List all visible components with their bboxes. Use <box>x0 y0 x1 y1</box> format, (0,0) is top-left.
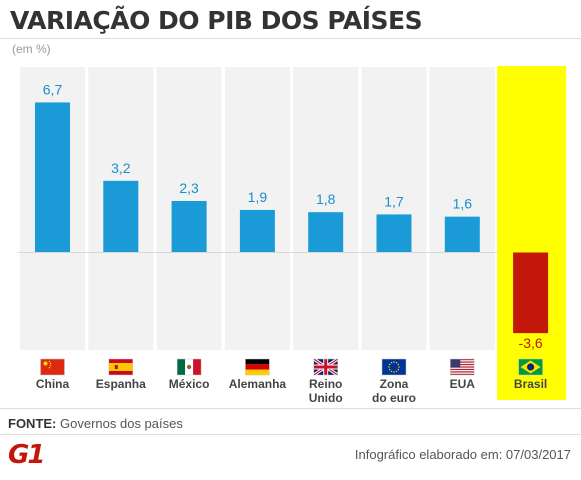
footer-divider <box>0 434 581 435</box>
bar-reino-unido <box>308 212 344 253</box>
value-label-mexico: 2,3 <box>179 180 199 196</box>
category-label-brasil: Brasil <box>514 377 547 391</box>
bar-mexico <box>171 200 207 253</box>
category-label-reino-unido: Reino Unido <box>309 377 343 405</box>
spain-flag-icon <box>108 358 134 376</box>
value-label-alemanha: 1,9 <box>248 189 268 205</box>
bar-alemanha <box>239 209 275 253</box>
chart-title: VARIAÇÃO DO PIB DOS PAÍSES <box>10 6 423 35</box>
column-background-alemanha <box>224 67 290 350</box>
source-divider <box>0 408 581 409</box>
source-text: Governos dos países <box>60 416 183 431</box>
title-divider <box>0 38 581 39</box>
highlight-column-brasil <box>497 66 567 400</box>
mexico-flag-icon <box>176 358 202 376</box>
category-label-mexico: México <box>169 377 210 391</box>
category-label-espanha: Espanha <box>96 377 146 391</box>
brazil-flag-icon <box>518 358 543 376</box>
category-label-eua: EUA <box>450 377 476 391</box>
uk-flag-icon <box>312 357 339 377</box>
germany-flag-icon <box>245 358 270 376</box>
bar-brasil <box>513 252 549 334</box>
column-background-zona-do-euro <box>361 67 427 350</box>
value-label-zona-do-euro: 1,7 <box>384 193 404 209</box>
usa-flag-icon <box>450 358 475 376</box>
source-label: FONTE: <box>8 416 57 431</box>
bar-china <box>35 102 70 253</box>
value-label-espanha: 3,2 <box>111 160 131 176</box>
column-background-eua <box>429 67 495 350</box>
gdp-bar-chart: 6,7 3,2 2,3 1,9 1,8 1,7 1,6 -3,6 China Espanha Mé… <box>18 66 567 405</box>
source-note: FONTE: Governos dos países <box>8 416 183 431</box>
category-label-zona-do-euro: Zona do euro <box>372 377 416 405</box>
china-flag-icon <box>40 358 65 376</box>
value-label-china: 6,7 <box>43 81 63 97</box>
bar-zona-do-euro <box>376 214 412 253</box>
category-label-china: China <box>36 377 70 391</box>
value-label-brasil: -3,6 <box>519 335 543 351</box>
g1-logo: G1 <box>8 440 45 470</box>
column-background-reino-unido <box>293 67 359 350</box>
bar-espanha <box>103 180 139 253</box>
bar-eua <box>444 216 480 253</box>
unit-label: (em %) <box>12 42 51 56</box>
credit-note: Infográfico elaborado em: 07/03/2017 <box>354 447 571 462</box>
eu-flag-icon <box>381 358 407 376</box>
value-label-eua: 1,6 <box>453 196 473 212</box>
value-label-reino-unido: 1,8 <box>316 191 336 207</box>
category-label-alemanha: Alemanha <box>229 377 287 391</box>
